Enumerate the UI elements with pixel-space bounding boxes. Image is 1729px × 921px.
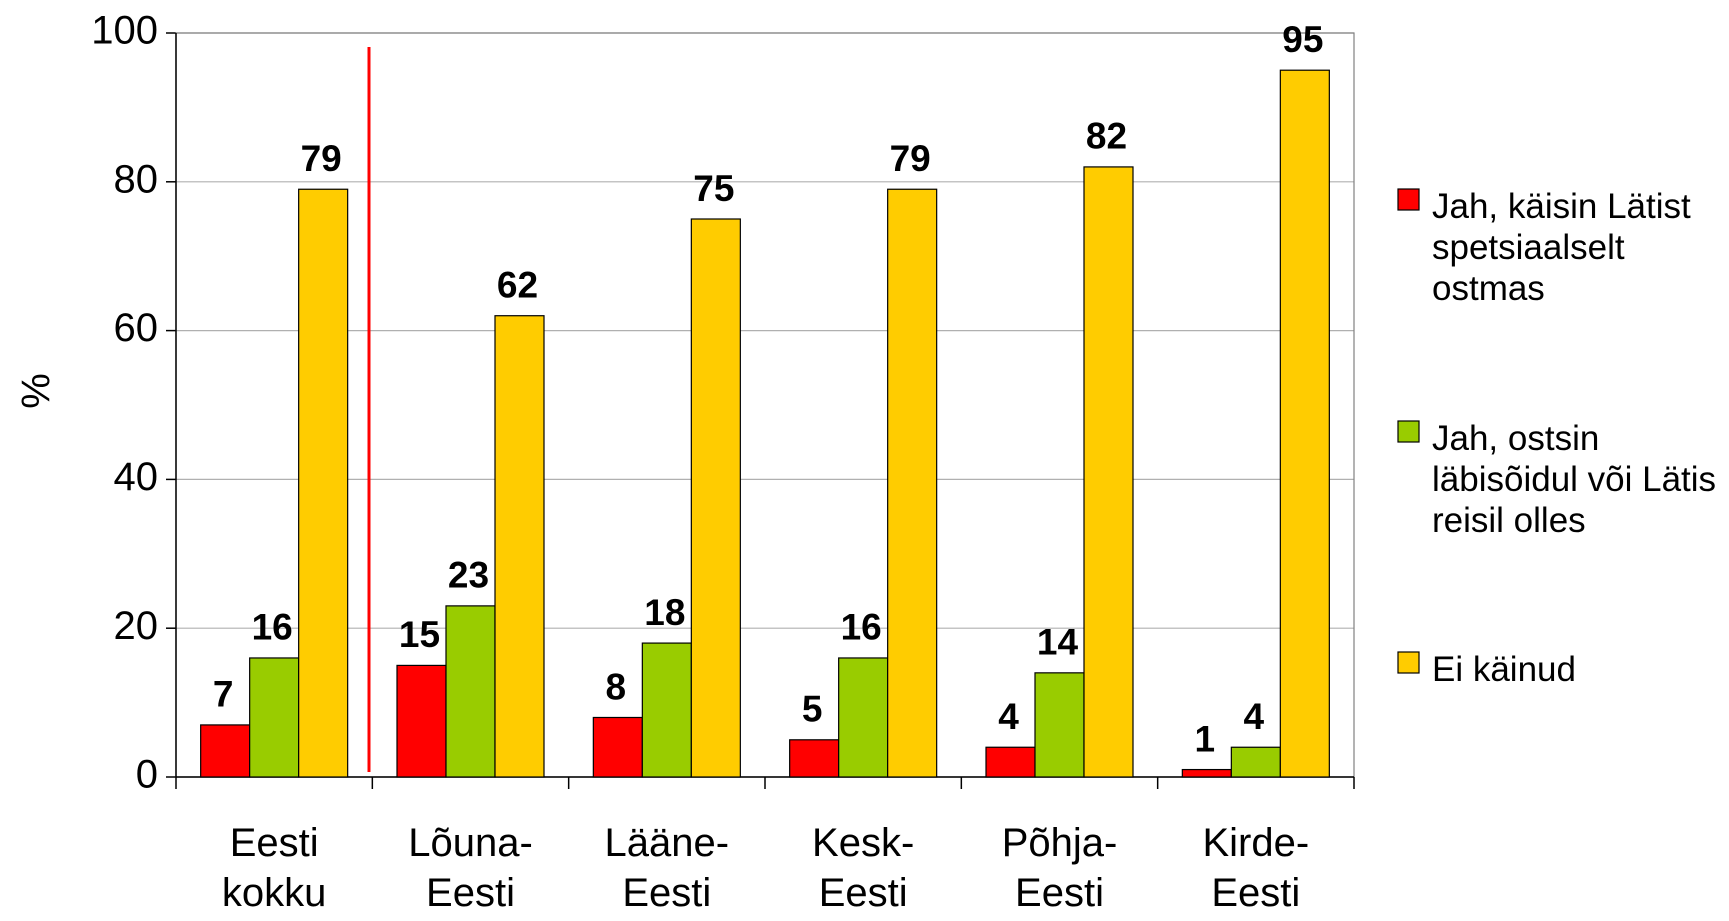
- bar: [1034, 672, 1085, 778]
- data-label: 16: [252, 607, 293, 648]
- data-label: 14: [1037, 622, 1079, 663]
- bar: [1230, 746, 1281, 778]
- data-label: 8: [606, 666, 627, 707]
- x-tick-label-line: Põhja-: [1002, 821, 1118, 865]
- bar: [592, 716, 643, 778]
- data-label: 95: [1282, 19, 1323, 60]
- data-label: 79: [301, 138, 342, 179]
- legend-swatch: [1397, 420, 1420, 443]
- y-tick-label: 60: [114, 306, 159, 350]
- x-tick-label: Lõuna- Eesti: [408, 821, 533, 915]
- data-label: 7: [213, 674, 234, 715]
- x-tick-label-line: Eesti: [1015, 871, 1104, 915]
- bar: [1083, 166, 1134, 778]
- data-label: 4: [998, 696, 1019, 737]
- bar: [445, 605, 496, 778]
- y-tick-label: 80: [114, 157, 159, 201]
- x-tick-label: Kesk- Eesti: [812, 821, 914, 915]
- data-label: 5: [802, 689, 823, 730]
- legend-label: Ei käinud: [1432, 650, 1576, 689]
- data-label: 82: [1086, 116, 1127, 157]
- bar: [690, 218, 741, 778]
- data-label: 4: [1244, 696, 1265, 737]
- bar: [396, 664, 447, 778]
- legend-label: Jah, käisin Lätist spetsiaalselt ostmas: [1432, 187, 1691, 308]
- data-label: 23: [448, 555, 489, 596]
- bar: [1279, 69, 1330, 778]
- x-tick-label-line: Kesk-: [812, 821, 914, 865]
- bar: [641, 642, 692, 778]
- x-tick-label: Eesti kokku: [222, 821, 327, 915]
- bar: [1181, 768, 1232, 778]
- legend-label: Jah, ostsin läbisõidul või Lätis reisil …: [1432, 419, 1717, 540]
- data-label: 16: [841, 607, 882, 648]
- x-tick-label-line: Eesti: [819, 871, 908, 915]
- bar: [494, 315, 545, 778]
- plot-frame: [175, 32, 1355, 778]
- bar: [249, 657, 300, 778]
- x-tick-label-line: Kirde-: [1202, 821, 1309, 865]
- y-tick-label: 20: [114, 604, 159, 648]
- bar: [887, 188, 938, 778]
- x-tick-label-line: kokku: [222, 871, 327, 915]
- x-tick-label-line: Lõuna-: [408, 821, 533, 865]
- y-tick-label: 40: [114, 455, 159, 499]
- bar: [789, 739, 840, 778]
- x-tick-label-line: Eesti: [426, 871, 515, 915]
- legend-swatch: [1397, 188, 1420, 211]
- x-tick-label-line: Eesti: [622, 871, 711, 915]
- data-label: 15: [399, 614, 440, 655]
- x-tick-label: Kirde- Eesti: [1202, 821, 1309, 915]
- y-tick-label: 100: [91, 9, 158, 53]
- x-tick-label: Lääne- Eesti: [605, 821, 730, 915]
- x-tick-label: Põhja- Eesti: [1002, 821, 1118, 915]
- data-label: 79: [890, 138, 931, 179]
- bar: [200, 724, 251, 778]
- bar: [838, 657, 889, 778]
- x-tick-label-line: Eesti: [1211, 871, 1300, 915]
- data-label: 1: [1195, 718, 1216, 759]
- data-label: 75: [693, 168, 734, 209]
- x-tick-label-line: Eesti: [230, 821, 319, 865]
- y-axis-label: %: [15, 373, 59, 409]
- bar: [985, 746, 1036, 778]
- data-label: 62: [497, 265, 538, 306]
- legend-swatch: [1397, 651, 1420, 674]
- x-tick-label-line: Lääne-: [605, 821, 730, 865]
- bar: [298, 188, 349, 778]
- data-label: 18: [644, 592, 685, 633]
- y-tick-label: 0: [136, 753, 158, 797]
